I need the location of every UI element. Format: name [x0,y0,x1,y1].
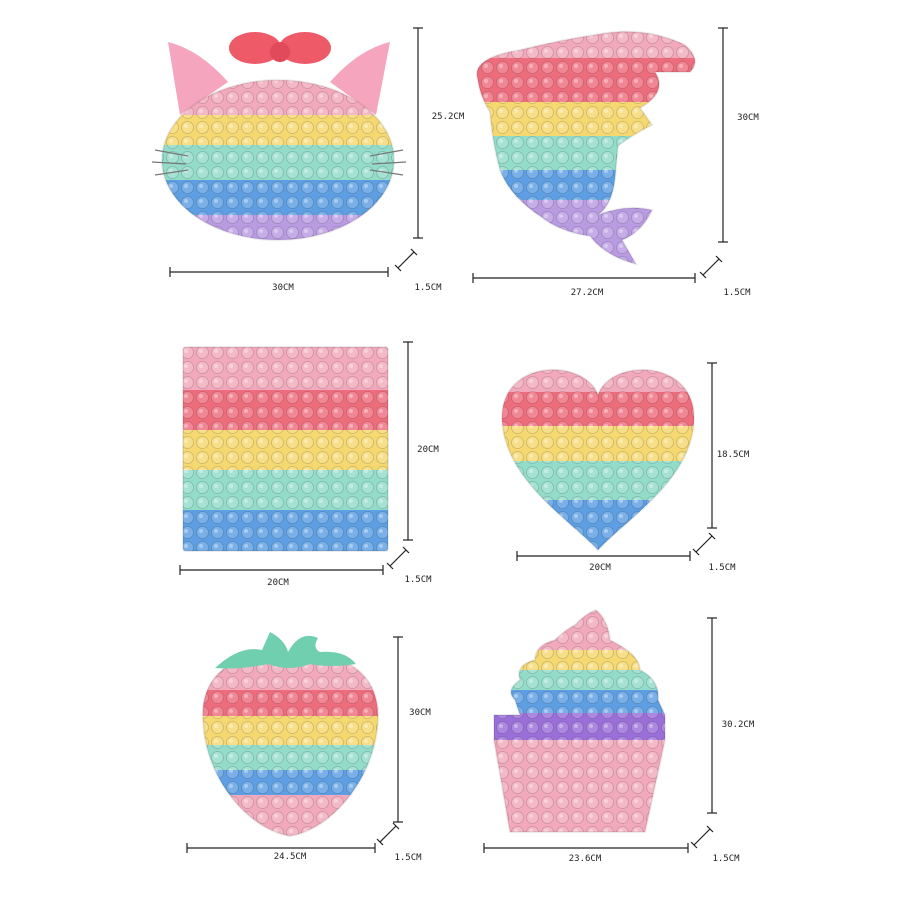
heart-thickness-label: 1.5CM [708,563,736,573]
cat-pop-it-bubbles [161,79,394,241]
cupcake-thickness-label: 1.5CM [712,854,740,864]
strawberry-width-label: 24.5CM [273,852,307,862]
dolphin-thickness-dimension-line [702,258,720,276]
strawberry-thickness-dimension-line [379,825,397,843]
square-thickness-dimension-line [389,549,407,567]
dolphin-height-label: 30CM [737,113,759,123]
bow-right-lobe [279,32,331,64]
cat-pop-it [161,79,394,241]
whisker [369,169,404,176]
strawberry-leaves [215,632,356,669]
cat-width-label: 30CM [272,283,294,293]
cupcake-height-label: 30.2CM [721,720,755,730]
square-pop-it-bubbles [183,347,388,551]
cat-thickness-dimension-line [397,251,415,269]
square-pop-it [183,347,388,551]
whisker [371,161,407,165]
heart-height-label: 18.5CM [716,450,750,460]
cupcake-width-label: 23.6CM [568,854,602,864]
whisker [151,161,187,165]
cat-thickness-label: 1.5CM [414,283,442,293]
whisker [154,149,189,157]
cat-left-ear [168,42,228,115]
cat-height-label: 25.2CM [431,112,465,122]
bow-left-lobe [229,32,281,64]
cat-right-ear [330,42,390,115]
strawberry-thickness-label: 1.5CM [394,853,422,863]
strawberry-height-label: 30CM [409,708,431,718]
dolphin-width-label: 27.2CM [570,288,604,298]
heart-thickness-dimension-line [695,535,713,553]
whisker [154,169,189,176]
whisker [369,149,404,157]
square-height-label: 20CM [417,445,439,455]
dolphin-thickness-label: 1.5CM [723,288,751,298]
heart-width-label: 20CM [589,563,611,573]
cupcake-thickness-dimension-line [693,828,711,846]
square-thickness-label: 1.5CM [404,575,432,585]
square-width-label: 20CM [267,578,289,588]
bow-knot [270,42,290,62]
